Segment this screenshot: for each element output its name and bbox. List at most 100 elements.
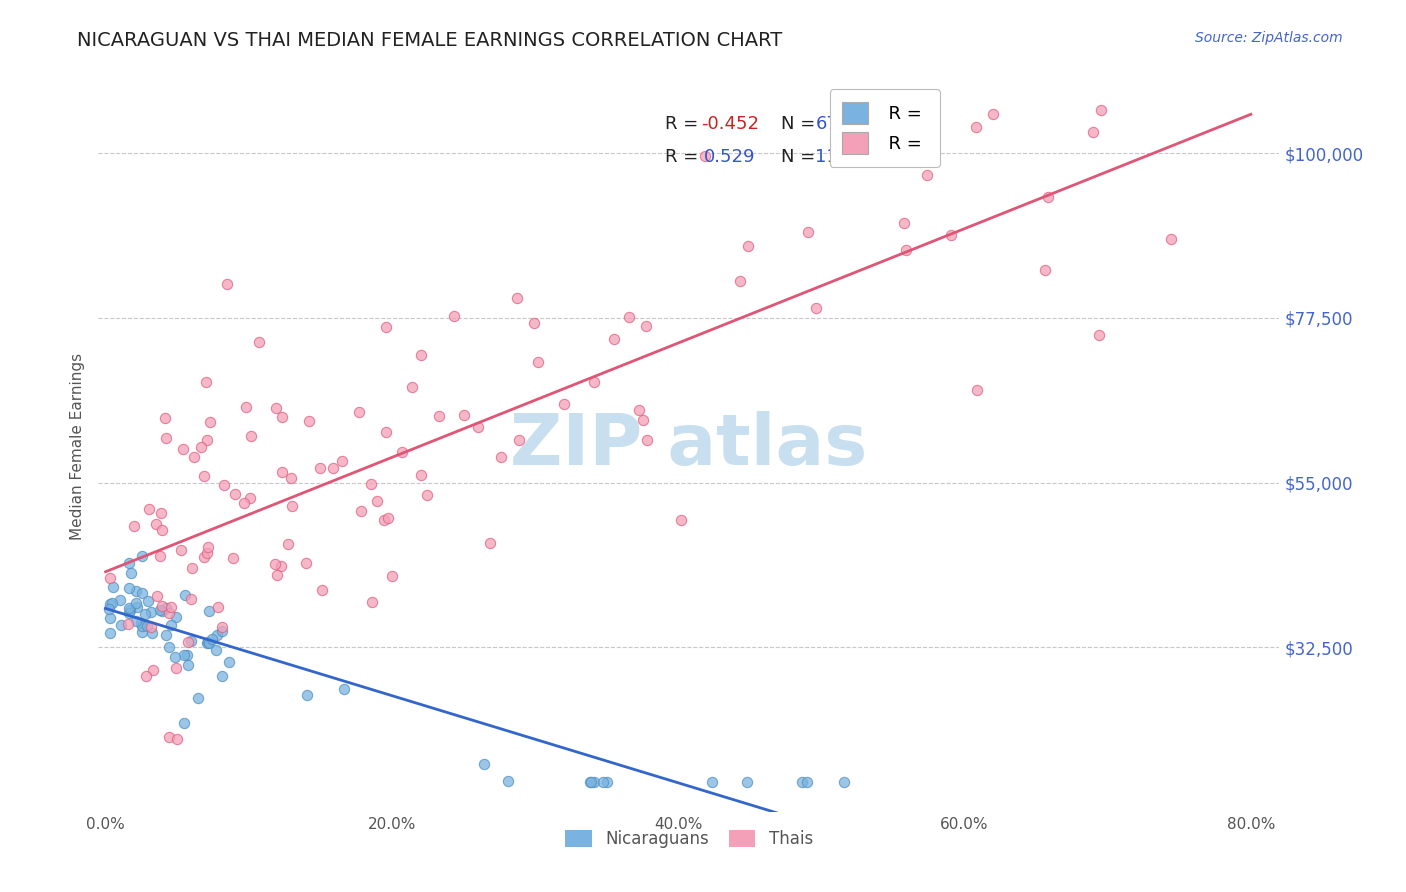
Point: [411, 467, 433, 482]
Point: [796, 775, 818, 789]
Point: [894, 243, 917, 257]
Y-axis label: Median Female Earnings: Median Female Earnings: [70, 352, 86, 540]
Legend: Nicaraguans, Thais: Nicaraguans, Thais: [558, 823, 820, 855]
Point: [134, 607, 156, 622]
Point: [98, 611, 121, 625]
Point: [166, 731, 188, 746]
Point: [131, 625, 153, 640]
Point: [472, 757, 495, 772]
Point: [330, 454, 353, 468]
Point: [149, 603, 172, 617]
Point: [195, 433, 218, 447]
Point: [118, 603, 141, 617]
Point: [197, 636, 219, 650]
Point: [596, 775, 619, 789]
Point: [239, 429, 262, 443]
Point: [491, 450, 513, 464]
Point: [295, 556, 318, 570]
Point: [582, 775, 605, 789]
Point: [211, 619, 233, 633]
Point: [1090, 103, 1112, 117]
Point: [298, 414, 321, 428]
Point: [150, 523, 173, 537]
Point: [496, 773, 519, 788]
Point: [391, 445, 413, 459]
Point: [619, 310, 641, 324]
Text: R =: R =: [665, 115, 704, 133]
Point: [728, 274, 751, 288]
Point: [205, 643, 228, 657]
Point: [150, 507, 173, 521]
Point: [1081, 125, 1104, 139]
Point: [187, 690, 209, 705]
Point: [409, 348, 432, 362]
Point: [631, 413, 654, 427]
Point: [508, 434, 530, 448]
Point: [197, 540, 219, 554]
Point: [264, 401, 287, 416]
Point: [579, 775, 602, 789]
Point: [506, 291, 529, 305]
Point: [636, 434, 658, 448]
Point: [366, 493, 388, 508]
Point: [149, 549, 172, 564]
Point: [157, 640, 180, 655]
Point: [173, 715, 195, 730]
Point: [157, 606, 180, 620]
Point: [792, 775, 814, 789]
Point: [205, 628, 228, 642]
Point: [125, 614, 148, 628]
Point: [201, 632, 224, 646]
Point: [163, 649, 186, 664]
Text: N =: N =: [782, 148, 821, 166]
Point: [332, 681, 354, 696]
Point: [176, 648, 198, 662]
Point: [592, 775, 614, 789]
Point: [136, 594, 159, 608]
Point: [350, 504, 373, 518]
Point: [142, 664, 165, 678]
Point: [603, 332, 626, 346]
Point: [170, 543, 193, 558]
Point: [523, 316, 546, 330]
Point: [138, 502, 160, 516]
Point: [582, 375, 605, 389]
Point: [98, 626, 121, 640]
Point: [146, 589, 169, 603]
Point: [453, 409, 475, 423]
Point: [479, 536, 502, 550]
Point: [374, 425, 396, 439]
Point: [215, 277, 238, 291]
Point: [222, 550, 245, 565]
Point: [804, 301, 827, 315]
Point: [150, 599, 173, 613]
Text: 112: 112: [815, 148, 849, 166]
Point: [270, 559, 292, 574]
Point: [281, 500, 304, 514]
Point: [832, 775, 855, 789]
Point: [983, 106, 1005, 120]
Point: [917, 168, 939, 182]
Point: [669, 513, 692, 527]
Text: ZIP atlas: ZIP atlas: [510, 411, 868, 481]
Point: [416, 488, 439, 502]
Point: [360, 476, 382, 491]
Point: [193, 550, 215, 565]
Point: [467, 420, 489, 434]
Point: [120, 566, 142, 580]
Point: [737, 239, 759, 253]
Point: [443, 310, 465, 324]
Point: [150, 604, 173, 618]
Point: [98, 601, 121, 615]
Point: [247, 335, 270, 350]
Point: [211, 669, 233, 683]
Text: R =: R =: [665, 148, 704, 166]
Point: [1160, 232, 1182, 246]
Point: [266, 567, 288, 582]
Point: [893, 216, 915, 230]
Point: [695, 149, 717, 163]
Point: [211, 624, 233, 638]
Point: [127, 600, 149, 615]
Point: [579, 775, 602, 789]
Point: [797, 225, 820, 239]
